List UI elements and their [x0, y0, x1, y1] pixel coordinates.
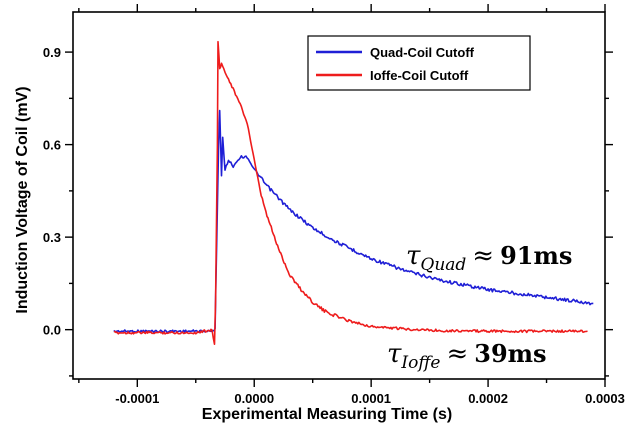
annotation-quad-operator: ≈ [472, 241, 494, 271]
legend: Quad-Coil Cutoff Ioffe-Coil Cutoff [307, 35, 531, 91]
annotation-quad-symbol: τ [406, 241, 421, 271]
x-tick-label: 0.0001 [351, 391, 391, 406]
x-tick-label: 0.0000 [234, 391, 274, 406]
x-axis-title: Experimental Measuring Time (s) [202, 406, 452, 423]
x-tick-label: 0.0002 [468, 391, 508, 406]
annotation-ioffe: τIoffe ≈39ms [387, 339, 547, 373]
legend-box [307, 35, 531, 91]
annotation-ioffe-value: 39ms [474, 339, 546, 368]
series-line-quad [113, 109, 594, 334]
y-tick-label: 0.9 [43, 45, 61, 60]
plot-frame [72, 11, 606, 380]
annotation-ioffe-symbol: τ [387, 339, 402, 369]
svg-text:τIoffe≈39ms: τIoffe ≈39ms [387, 339, 547, 373]
x-tick-label: 0.0003 [585, 391, 625, 406]
y-tick-label: 0.0 [43, 323, 61, 338]
annotation-ioffe-subscript: Ioffe [400, 353, 440, 373]
x-tick-label: -0.0001 [115, 391, 159, 406]
y-tick-label: 0.3 [43, 230, 61, 245]
annotation-quad-value: 91ms [500, 241, 572, 270]
axis-layer: -0.0001 0.0000 0.0001 0.0002 0.0003 0.0 0.3 0.6… [43, 4, 625, 406]
y-tick-label: 0.6 [43, 138, 61, 153]
annotation-quad-subscript: Quad [420, 255, 466, 275]
series-layer [113, 40, 594, 345]
legend-label-ioffe: Ioffe-Coil Cutoff [370, 68, 469, 83]
legend-label-quad: Quad-Coil Cutoff [370, 45, 475, 60]
annotation-quad: τQuad ≈91ms [406, 241, 572, 275]
svg-text:τQuad≈91ms: τQuad ≈91ms [406, 241, 572, 275]
y-axis-title: Induction Voltage of Coil (mV) [14, 86, 31, 313]
series-line-ioffe [113, 40, 588, 345]
annotation-ioffe-operator: ≈ [446, 339, 468, 369]
